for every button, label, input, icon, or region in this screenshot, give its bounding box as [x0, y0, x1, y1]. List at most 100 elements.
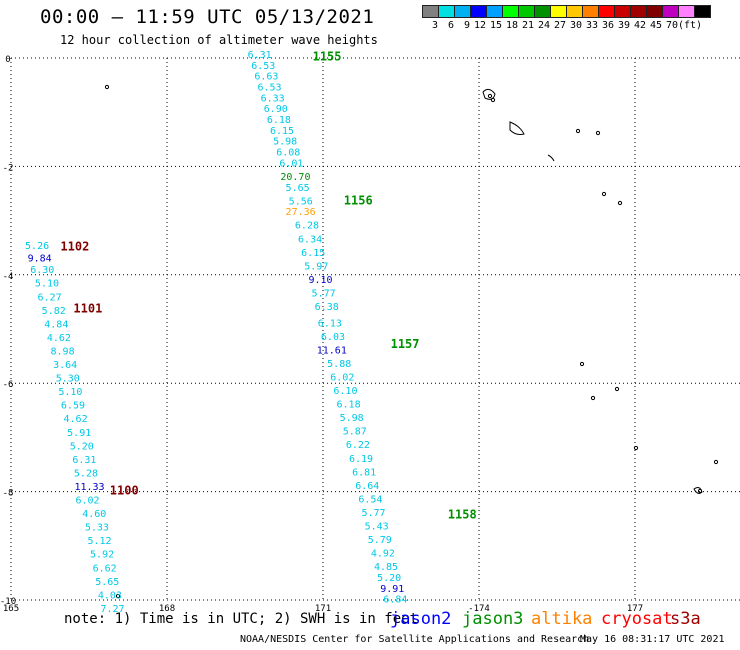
swh-value-label: 5.65 — [95, 577, 119, 588]
legend-label-4: 15 — [489, 20, 502, 31]
swh-value-label: 6.18 — [337, 400, 361, 411]
swh-value-label: 6.10 — [333, 386, 357, 397]
swh-value-label: 6.02 — [75, 496, 99, 507]
swh-value-label: 6.19 — [349, 454, 373, 465]
swh-value-label: 4.03 — [98, 590, 122, 601]
swh-value-label: 6.30 — [30, 265, 54, 276]
x-tick-label: 171 — [315, 604, 331, 614]
island-outline — [509, 121, 525, 135]
swh-value-label: 5.79 — [368, 535, 392, 546]
timestamp-text: May 16 08:31:17 UTC 2021 — [580, 634, 725, 645]
island-outline — [482, 88, 496, 100]
satellite-altika: altika — [531, 609, 593, 629]
legend-label-5: 18 — [505, 20, 518, 31]
swh-value-label: 6.63 — [254, 72, 278, 83]
island-outline — [617, 200, 623, 206]
island-outline — [104, 84, 110, 90]
island-outline — [547, 154, 555, 162]
swh-value-label: 5.65 — [286, 183, 310, 194]
swh-value-label: 5.43 — [365, 522, 389, 533]
swh-value-label: 5.20 — [377, 573, 401, 584]
island-outline — [693, 487, 703, 494]
island-outline — [713, 459, 719, 465]
legend-label-14: 45 — [649, 20, 662, 31]
swh-value-label: 6.59 — [61, 401, 85, 412]
swh-value-label: 5.98 — [340, 413, 364, 424]
island-outline — [633, 445, 639, 451]
legend-swatch-17 — [694, 5, 711, 18]
swh-value-label: 5.97 — [304, 261, 328, 272]
legend-label-1: 6 — [447, 20, 454, 31]
x-tick-label: -174 — [468, 604, 490, 614]
swh-value-label: 6.03 — [321, 332, 345, 343]
swh-value-label: 5.91 — [67, 428, 91, 439]
swh-value-label: 3.64 — [53, 360, 77, 371]
credit-text: NOAA/NESDIS Center for Satellite Applica… — [240, 634, 590, 645]
swh-value-label: 5.12 — [87, 536, 111, 547]
swh-value-label: 6.53 — [251, 61, 275, 72]
swh-value-label: 6.18 — [267, 115, 291, 126]
swh-value-label: 27.36 — [286, 207, 316, 218]
swh-value-label: 4.92 — [371, 549, 395, 560]
y-tick-label: -2 — [3, 163, 14, 173]
swh-value-label: 6.02 — [330, 372, 354, 383]
swh-value-label: 5.77 — [312, 288, 336, 299]
legend-label-6: 21 — [521, 20, 534, 31]
island-outline — [575, 128, 581, 134]
swh-value-label: 5.10 — [35, 279, 59, 290]
satellite-jason2: jason2 — [390, 609, 452, 629]
island-outline — [115, 593, 121, 599]
swh-value-label: 5.87 — [343, 427, 367, 438]
swh-value-label: 6.34 — [298, 234, 322, 245]
x-tick-label: 168 — [159, 604, 175, 614]
island-outline — [614, 386, 620, 392]
time-label: 1101 — [73, 302, 102, 316]
y-tick-label: -10 — [0, 597, 16, 607]
swh-value-label: 6.81 — [352, 467, 376, 478]
footnote: note: 1) Time is in UTC; 2) SWH is in fe… — [64, 611, 419, 627]
swh-value-label: 8.98 — [51, 346, 75, 357]
swh-value-label: 5.33 — [85, 523, 109, 534]
swh-value-label: 6.01 — [279, 158, 303, 169]
legend-label-10: 33 — [585, 20, 598, 31]
swh-value-label: 6.31 — [72, 455, 96, 466]
swh-value-label: 5.26 — [25, 241, 49, 252]
legend-label-16: (ft) — [678, 20, 703, 31]
color-scale-legend — [422, 5, 711, 18]
swh-value-label: 6.15 — [301, 248, 325, 259]
swh-value-label: 7.27 — [100, 604, 124, 615]
legend-label-8: 27 — [553, 20, 566, 31]
y-tick-label: 0 — [5, 55, 10, 65]
swh-value-label: 9.91 — [380, 584, 404, 595]
swh-value-label: 4.85 — [374, 562, 398, 573]
time-label: 1156 — [344, 193, 373, 207]
legend-label-9: 30 — [569, 20, 582, 31]
swh-value-label: 5.77 — [361, 508, 385, 519]
satellite-jason3: jason3 — [462, 609, 524, 629]
swh-value-label: 6.62 — [93, 563, 117, 574]
swh-value-label: 6.64 — [355, 481, 379, 492]
legend-label-3: 12 — [473, 20, 486, 31]
swh-value-label: 6.90 — [264, 104, 288, 115]
swh-value-label: 5.10 — [58, 387, 82, 398]
swh-value-label: 9.84 — [28, 253, 52, 264]
island-outline — [590, 395, 596, 401]
swh-value-label: 20.70 — [280, 172, 310, 183]
legend-label-12: 39 — [617, 20, 630, 31]
island-outline — [601, 191, 607, 197]
swh-value-label: 9.10 — [308, 275, 332, 286]
swh-value-label: 5.92 — [90, 550, 114, 561]
island-outline — [487, 93, 493, 99]
legend-label-0: 3 — [431, 20, 438, 31]
swh-value-label: 5.30 — [56, 374, 80, 385]
legend-label-15: 70 — [665, 20, 678, 31]
swh-value-label: 6.31 — [248, 50, 272, 61]
swh-value-label: 4.62 — [47, 333, 71, 344]
time-label: 1102 — [60, 239, 89, 253]
swh-value-label: 6.27 — [38, 292, 62, 303]
time-label: 1155 — [313, 50, 342, 64]
swh-value-label: 6.08 — [276, 148, 300, 159]
island-outline — [579, 361, 585, 367]
island-outline — [595, 130, 601, 136]
